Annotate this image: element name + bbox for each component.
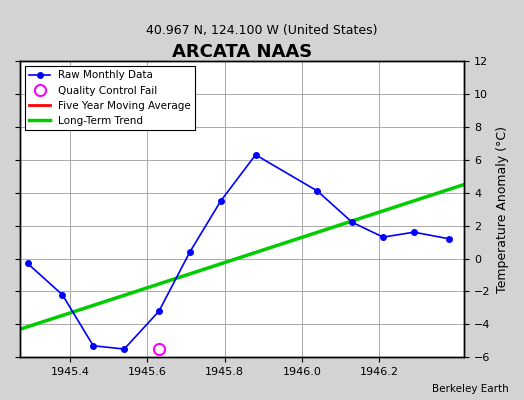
Line: Raw Monthly Data: Raw Monthly Data <box>25 152 452 352</box>
Raw Monthly Data <box>217 198 224 203</box>
Raw Monthly Data <box>349 220 355 225</box>
Raw Monthly Data <box>445 236 452 241</box>
Raw Monthly Data <box>253 152 259 157</box>
Raw Monthly Data <box>90 343 96 348</box>
Text: 40.967 N, 124.100 W (United States): 40.967 N, 124.100 W (United States) <box>146 24 378 37</box>
Raw Monthly Data <box>121 347 127 352</box>
Raw Monthly Data <box>411 230 417 234</box>
Title: ARCATA NAAS: ARCATA NAAS <box>172 43 312 61</box>
Raw Monthly Data <box>59 292 66 297</box>
Raw Monthly Data <box>156 309 162 314</box>
Y-axis label: Temperature Anomaly (°C): Temperature Anomaly (°C) <box>496 126 509 293</box>
Raw Monthly Data <box>314 189 321 194</box>
Text: Berkeley Earth: Berkeley Earth <box>432 384 508 394</box>
Raw Monthly Data <box>380 235 386 240</box>
Legend: Raw Monthly Data, Quality Control Fail, Five Year Moving Average, Long-Term Tren: Raw Monthly Data, Quality Control Fail, … <box>25 66 195 130</box>
Raw Monthly Data <box>187 250 193 254</box>
Raw Monthly Data <box>25 261 31 266</box>
